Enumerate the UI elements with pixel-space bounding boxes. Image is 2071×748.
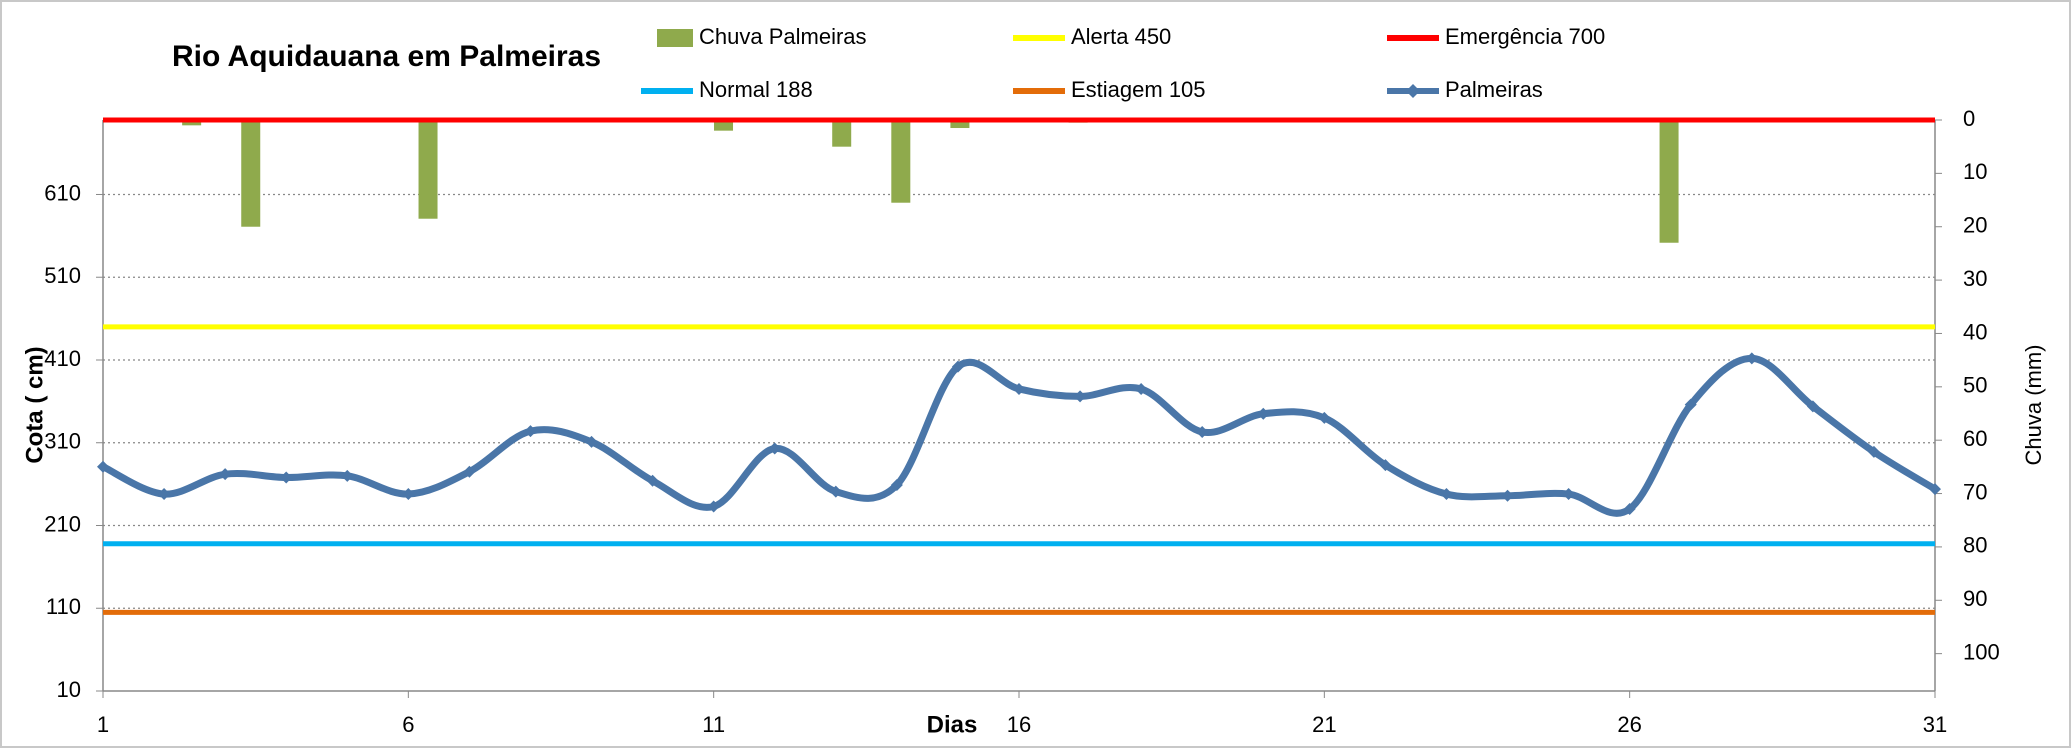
x-tick-label: 16 — [1007, 712, 1031, 737]
y-tick-label: 510 — [44, 263, 81, 288]
rain-bar — [1659, 120, 1679, 243]
rain-bar — [418, 120, 438, 219]
y-tick-label: 410 — [44, 346, 81, 371]
legend-label: Palmeiras — [1445, 77, 1543, 102]
level-marker — [524, 425, 537, 438]
rain-bar — [241, 120, 261, 227]
level-marker — [768, 442, 781, 455]
level-marker — [829, 485, 842, 498]
level-marker — [585, 435, 598, 448]
y2-tick-label: 30 — [1963, 266, 1987, 291]
legend-label: Chuva Palmeiras — [699, 24, 867, 49]
x-tick-label: 21 — [1312, 712, 1336, 737]
y2-tick-label: 90 — [1963, 586, 1987, 611]
legend-swatch — [657, 29, 693, 47]
chart-title: Rio Aquidauana em Palmeiras — [172, 40, 601, 73]
y2-tick-label: 70 — [1963, 479, 1987, 504]
level-marker — [1929, 483, 1941, 496]
x-tick-label: 11 — [702, 712, 725, 737]
y2-tick-label: 0 — [1963, 106, 1975, 131]
y-tick-label: 610 — [44, 180, 81, 205]
legend-label: Emergência 700 — [1445, 24, 1605, 49]
y-tick-label: 10 — [57, 677, 81, 702]
level-marker — [341, 469, 354, 482]
rain-bar — [714, 120, 734, 131]
y2-tick-label: 100 — [1963, 639, 2000, 664]
level-marker — [1806, 400, 1819, 413]
y-axis-label: Cota ( cm) — [21, 346, 48, 463]
level-marker — [280, 471, 293, 484]
y-tick-label: 310 — [44, 429, 81, 454]
y2-tick-label: 80 — [1963, 533, 1987, 558]
level-marker — [219, 468, 232, 481]
x-tick-label: 31 — [1923, 712, 1947, 737]
level-marker — [1135, 382, 1148, 395]
level-marker — [1196, 425, 1209, 438]
legend-marker — [1406, 84, 1420, 98]
level-marker — [1318, 411, 1331, 424]
level-marker — [890, 478, 903, 491]
level-marker — [707, 500, 720, 513]
rain-bar — [950, 120, 970, 129]
x-tick-label: 6 — [402, 712, 414, 737]
rain-bar — [182, 120, 202, 126]
rain-bar — [832, 120, 852, 147]
level-marker — [1684, 398, 1697, 411]
level-marker — [1745, 352, 1758, 365]
level-marker — [97, 460, 109, 473]
level-marker — [951, 360, 964, 373]
legend-label: Alerta 450 — [1071, 24, 1171, 49]
y2-axis-label: Chuva (mm) — [2021, 344, 2046, 465]
y2-tick-label: 20 — [1963, 213, 1987, 238]
y2-tick-label: 10 — [1963, 159, 1987, 184]
level-marker — [1074, 390, 1087, 403]
level-marker — [1562, 488, 1575, 501]
level-marker — [402, 488, 415, 501]
y2-tick-label: 60 — [1963, 426, 1987, 451]
rain-bar — [891, 120, 911, 203]
level-marker — [1013, 382, 1025, 395]
level-marker — [158, 488, 171, 501]
y2-tick-label: 50 — [1963, 373, 1987, 398]
level-marker — [1440, 488, 1453, 501]
level-marker — [1867, 445, 1880, 458]
legend-label: Estiagem 105 — [1071, 77, 1206, 102]
x-tick-label: 26 — [1617, 712, 1641, 737]
level-marker — [1501, 489, 1514, 502]
level-marker — [463, 465, 476, 478]
legend-label: Normal 188 — [699, 77, 813, 102]
level-marker — [1257, 407, 1270, 420]
level-marker — [1623, 502, 1636, 515]
x-axis-label: Dias — [927, 711, 978, 738]
level-marker — [1379, 459, 1392, 472]
y-tick-label: 210 — [44, 511, 81, 536]
y2-tick-label: 40 — [1963, 319, 1987, 344]
level-marker — [646, 474, 659, 487]
y-tick-label: 110 — [46, 594, 81, 619]
x-tick-label: 1 — [97, 712, 109, 737]
